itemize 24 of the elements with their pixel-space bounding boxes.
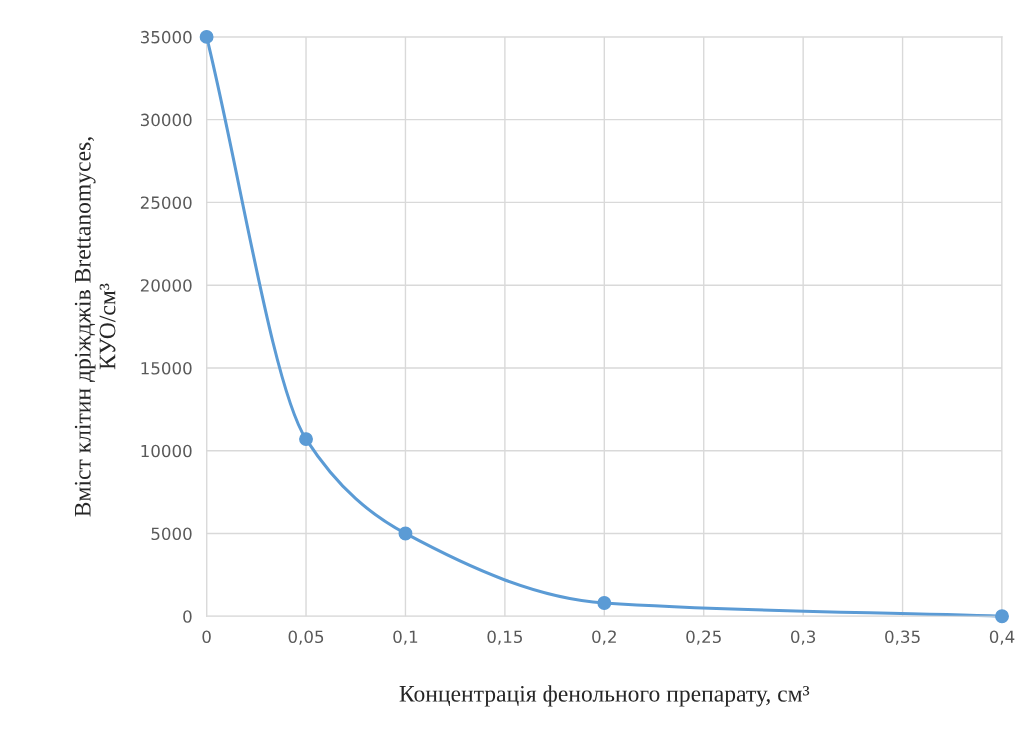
y-tick-label: 30000 bbox=[140, 113, 192, 127]
point bbox=[597, 596, 612, 610]
y-tick-label: 25000 bbox=[140, 196, 192, 209]
x-tick-label: 0,4 bbox=[989, 630, 1015, 645]
x-tick-label: 0,05 bbox=[288, 630, 324, 645]
x-tick-label: 0,25 bbox=[686, 630, 721, 645]
y-tick-label: 5000 bbox=[151, 527, 192, 541]
y-tick-label: 35000 bbox=[140, 30, 192, 44]
point bbox=[199, 29, 214, 44]
x-tick-label: 0,1 bbox=[393, 630, 418, 645]
x-axis-title: Концентрація фенольного препарату, см³ bbox=[399, 685, 810, 707]
x-tick-label: 0,15 bbox=[487, 630, 522, 645]
x-tick-label: 0,35 bbox=[885, 630, 920, 645]
y-tick-label: 15000 bbox=[141, 361, 192, 375]
y-axis-title: Вміст клітин дріжджів Brettanomyces, КУО/см³ bbox=[74, 137, 116, 517]
point bbox=[995, 609, 1009, 624]
y-tick-label: 10000 bbox=[141, 444, 192, 458]
x-tick-label: 0,2 bbox=[592, 630, 616, 645]
point bbox=[398, 526, 413, 541]
x-tick-label: 0 bbox=[202, 630, 211, 644]
y-tick-label: 0 bbox=[183, 610, 192, 623]
point bbox=[299, 432, 313, 447]
y-tick-label: 20000 bbox=[140, 279, 192, 292]
x-tick-label: 0,3 bbox=[791, 630, 816, 645]
